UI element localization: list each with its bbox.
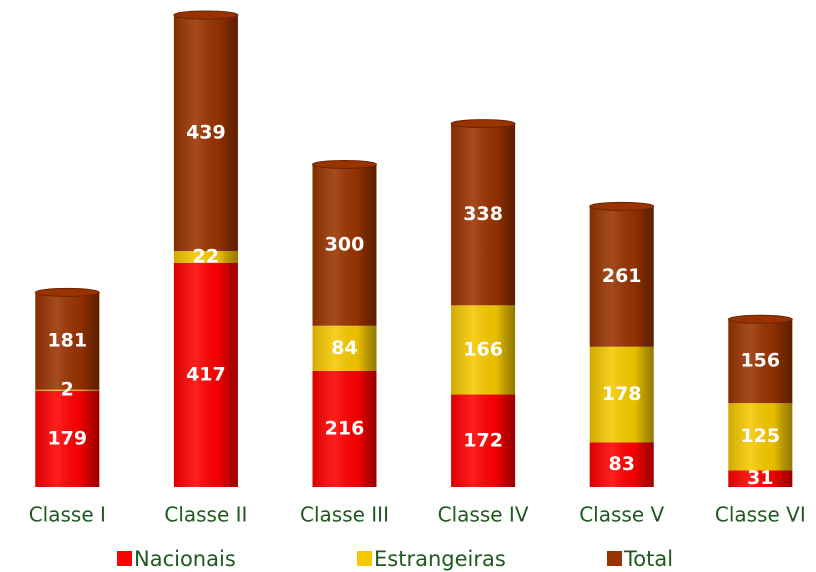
x-tick-label: Classe III [300, 503, 389, 527]
shading [312, 164, 377, 488]
value-label: 22 [193, 245, 219, 267]
bar-cap [173, 10, 239, 20]
value-label: 439 [186, 122, 226, 144]
value-label: 338 [463, 203, 503, 225]
value-label: 179 [47, 427, 87, 449]
value-label: 125 [740, 425, 780, 447]
bar-cap [34, 287, 100, 297]
bar-cap [312, 159, 377, 169]
bar-cap [727, 314, 793, 324]
value-label: 84 [331, 337, 357, 359]
legend-swatch [117, 551, 132, 566]
value-label: 216 [325, 417, 365, 439]
shading [451, 123, 516, 487]
x-tick-label: Classe IV [438, 503, 529, 527]
legend-swatch [357, 551, 372, 566]
legend-label: Nacionais [134, 547, 236, 571]
value-label: 31 [747, 467, 773, 489]
legend-label: Total [623, 547, 673, 571]
shading [589, 206, 654, 487]
value-label: 83 [608, 453, 634, 475]
value-label: 2 [61, 379, 74, 401]
value-label: 181 [47, 330, 87, 352]
value-label: 178 [602, 383, 642, 405]
x-tick-label: Classe I [29, 503, 106, 527]
shading [35, 292, 100, 487]
x-tick-label: Classe II [164, 503, 247, 527]
shading [173, 15, 238, 487]
bar-cap [450, 119, 516, 129]
value-label: 261 [602, 265, 642, 287]
value-label: 166 [463, 338, 503, 360]
x-tick-label: Classe VI [715, 503, 806, 527]
value-label: 172 [463, 429, 503, 451]
legend-swatch [607, 551, 622, 566]
value-label: 417 [186, 363, 226, 385]
shading [728, 319, 793, 487]
value-label: 156 [740, 350, 780, 372]
legend-label: Estrangeiras [374, 547, 506, 571]
value-label: 300 [325, 234, 365, 256]
x-tick-label: Classe V [579, 503, 664, 527]
bar-cap [589, 201, 655, 211]
